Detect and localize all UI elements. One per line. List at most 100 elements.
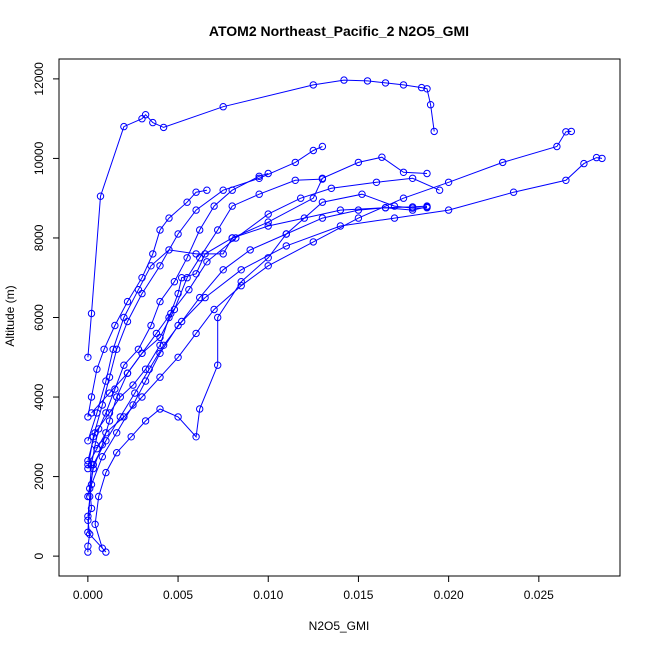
data-point bbox=[567, 127, 575, 136]
data-point bbox=[87, 393, 96, 401]
data-point bbox=[291, 176, 299, 185]
data-point bbox=[423, 203, 431, 211]
data-point bbox=[237, 278, 245, 286]
data-point bbox=[156, 226, 164, 234]
data-point bbox=[423, 169, 431, 178]
data-point bbox=[91, 429, 99, 437]
data-point bbox=[358, 190, 366, 198]
data-point bbox=[282, 242, 290, 250]
x-tick-label: 0.025 bbox=[524, 588, 554, 602]
data-point bbox=[84, 437, 92, 445]
data-point bbox=[399, 168, 408, 177]
data-point bbox=[246, 246, 254, 254]
data-point bbox=[183, 274, 191, 282]
data-point bbox=[598, 154, 606, 163]
data-point bbox=[178, 274, 186, 282]
series-line bbox=[87, 189, 207, 417]
data-point bbox=[196, 226, 204, 234]
data-point bbox=[105, 409, 114, 417]
data-point bbox=[102, 429, 110, 437]
data-point bbox=[120, 313, 128, 322]
data-point bbox=[138, 274, 146, 282]
data-point bbox=[363, 77, 372, 85]
data-point bbox=[165, 214, 173, 222]
data-point bbox=[159, 123, 168, 132]
data-point bbox=[255, 190, 263, 198]
data-point bbox=[129, 401, 137, 409]
series-11 bbox=[84, 186, 211, 421]
data-point bbox=[354, 214, 363, 222]
data-point bbox=[390, 202, 399, 210]
data-point bbox=[84, 413, 92, 421]
data-point bbox=[113, 429, 121, 437]
data-point bbox=[372, 178, 381, 187]
data-point bbox=[214, 313, 222, 322]
data-point bbox=[183, 198, 191, 206]
data-point bbox=[84, 542, 92, 550]
data-point bbox=[408, 204, 417, 212]
data-point bbox=[84, 492, 92, 501]
data-point bbox=[192, 188, 200, 196]
data-point bbox=[509, 188, 518, 196]
data-point bbox=[291, 158, 299, 167]
data-point bbox=[264, 169, 272, 178]
data-point bbox=[255, 172, 263, 181]
data-point bbox=[98, 441, 107, 449]
series-line bbox=[87, 79, 435, 358]
data-point bbox=[219, 250, 227, 258]
data-point bbox=[203, 258, 211, 266]
series-layer bbox=[84, 76, 606, 556]
data-point bbox=[174, 353, 182, 361]
data-point bbox=[84, 464, 92, 473]
data-point bbox=[87, 480, 96, 489]
data-point bbox=[237, 266, 245, 274]
data-point bbox=[93, 409, 101, 417]
data-point bbox=[282, 230, 290, 238]
data-point bbox=[141, 111, 150, 119]
data-point bbox=[156, 349, 164, 357]
data-point bbox=[141, 377, 150, 385]
data-point bbox=[228, 202, 236, 210]
y-tick-label: 2000 bbox=[32, 463, 46, 490]
data-point bbox=[156, 297, 164, 306]
data-point bbox=[444, 178, 453, 187]
data-point bbox=[219, 266, 227, 274]
data-point bbox=[417, 83, 426, 92]
data-point bbox=[152, 329, 161, 338]
data-point bbox=[111, 385, 119, 393]
data-point bbox=[196, 293, 204, 302]
series-9 bbox=[84, 76, 438, 361]
data-point bbox=[113, 393, 121, 401]
data-point bbox=[95, 492, 103, 501]
data-point bbox=[109, 345, 117, 353]
data-point bbox=[174, 413, 182, 421]
data-point bbox=[318, 214, 327, 222]
data-point bbox=[105, 417, 114, 425]
data-point bbox=[399, 194, 408, 202]
data-point bbox=[297, 194, 305, 202]
data-point bbox=[499, 158, 507, 167]
data-point bbox=[156, 341, 164, 349]
data-point bbox=[219, 186, 227, 194]
data-point bbox=[219, 103, 227, 111]
data-point bbox=[192, 329, 200, 338]
data-point bbox=[309, 146, 317, 155]
series-3 bbox=[84, 127, 575, 469]
data-point bbox=[156, 262, 164, 270]
data-point bbox=[113, 449, 121, 457]
data-point bbox=[89, 464, 98, 473]
data-point bbox=[318, 198, 327, 206]
data-point bbox=[100, 345, 108, 353]
data-point bbox=[127, 433, 135, 441]
data-point bbox=[141, 365, 150, 373]
data-point bbox=[84, 457, 92, 465]
data-point bbox=[138, 349, 146, 357]
data-point bbox=[309, 81, 317, 89]
data-point bbox=[408, 174, 417, 183]
data-point bbox=[309, 238, 317, 246]
data-point bbox=[183, 254, 191, 262]
data-point bbox=[147, 321, 155, 330]
data-point bbox=[210, 305, 218, 314]
x-tick-label: 0.010 bbox=[253, 588, 283, 602]
x-axis: 0.000 0.005 0.010 0.015 0.020 0.025 bbox=[73, 575, 554, 602]
